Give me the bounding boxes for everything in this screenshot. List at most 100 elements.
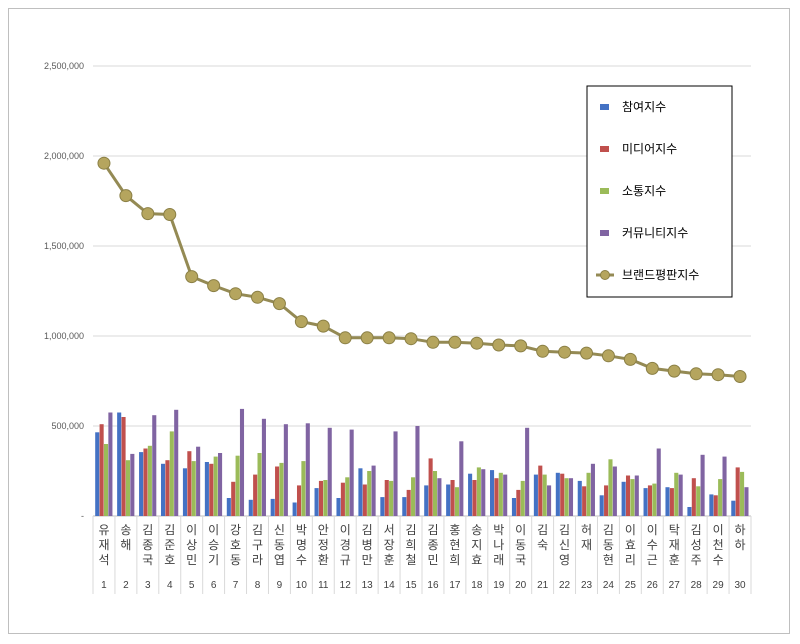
bar	[432, 471, 438, 516]
bar	[231, 481, 236, 516]
bar	[538, 465, 543, 516]
line-point	[316, 319, 330, 333]
bar	[226, 498, 231, 516]
bar	[380, 497, 385, 516]
x-rank-label: 27	[669, 580, 681, 591]
bar	[643, 488, 648, 516]
bar	[99, 424, 104, 516]
bar	[235, 455, 240, 516]
bar	[634, 475, 639, 516]
bar	[498, 472, 503, 516]
bar	[450, 480, 455, 516]
y-tick-label: 1,000,000	[44, 331, 84, 341]
x-rank-label: 23	[581, 580, 593, 591]
bar	[630, 479, 635, 516]
bar	[393, 431, 398, 516]
series-소통지수	[103, 431, 745, 516]
chart-svg: - 500,000 1,000,000 1,500,000 2,000,000 2,500…	[44, 61, 752, 594]
line-point	[667, 364, 681, 378]
line-point	[360, 331, 374, 345]
bar	[108, 412, 113, 516]
bar	[533, 474, 538, 516]
bar	[415, 426, 420, 516]
bar	[296, 485, 302, 516]
line-point	[601, 349, 615, 363]
bar	[564, 478, 569, 516]
bar	[253, 474, 258, 516]
bar	[139, 452, 144, 516]
x-rank-label: 29	[713, 580, 725, 591]
line-point	[492, 338, 506, 352]
line-point	[229, 287, 243, 301]
line-point	[272, 297, 286, 311]
line-point	[733, 370, 747, 383]
bar	[678, 474, 683, 516]
bar	[599, 495, 604, 516]
bar	[239, 408, 245, 516]
bar	[489, 470, 495, 516]
bar	[516, 489, 521, 516]
bar	[371, 465, 376, 516]
bar	[665, 487, 670, 516]
legend-marker	[600, 270, 610, 280]
bar	[547, 485, 552, 516]
x-rank-label: 22	[559, 580, 571, 591]
bar	[318, 480, 323, 516]
bar	[209, 463, 214, 516]
legend-swatch	[600, 104, 609, 110]
gridlines	[92, 65, 752, 594]
bar	[669, 488, 674, 516]
bar	[647, 485, 652, 516]
series-참여지수	[95, 412, 736, 516]
y-axis-ticks: - 500,000 1,000,000 1,500,000 2,000,000 2,500…	[44, 61, 84, 521]
bar	[275, 466, 280, 516]
y-tick-label: 2,000,000	[44, 151, 84, 161]
bar	[362, 484, 367, 516]
bar	[165, 460, 170, 516]
bar	[213, 456, 218, 516]
bar	[428, 458, 433, 516]
x-rank-label: 19	[493, 580, 505, 591]
x-rank-label: 16	[427, 580, 439, 591]
bar	[656, 448, 661, 516]
bar	[261, 418, 266, 516]
bar	[196, 446, 201, 516]
bar	[674, 472, 679, 516]
y-tick-label: -	[81, 511, 84, 521]
bar	[744, 487, 749, 516]
x-rank-label: 12	[340, 580, 352, 591]
y-tick-label: 1,500,000	[44, 241, 84, 251]
line-point	[448, 335, 462, 349]
bar	[384, 480, 389, 516]
bar	[121, 417, 126, 516]
bar	[454, 487, 459, 516]
legend-label: 커뮤니티지수	[622, 226, 688, 240]
x-rank-label: 26	[647, 580, 659, 591]
bar	[182, 468, 188, 516]
bar	[248, 499, 253, 516]
bar	[735, 467, 740, 516]
legend-label: 브랜드평판지수	[622, 268, 699, 282]
bar	[503, 474, 508, 516]
bar	[542, 474, 547, 516]
bar	[520, 480, 525, 516]
bar	[130, 453, 135, 516]
x-rank-label: 8	[255, 580, 261, 591]
x-axis-labels: 유 재 석 1 송 해 2 김 종 국 3 김 준 호 4 이 상 민 5 이 승 기 6 강 호 동 7 김 구 라 8 신 동 엽 9 박 명 수 10…	[98, 523, 746, 591]
bar	[586, 472, 591, 516]
bar	[696, 486, 701, 516]
line-point	[711, 368, 725, 382]
bar	[687, 507, 692, 516]
x-rank-label: 6	[211, 580, 217, 591]
line-point	[470, 336, 484, 350]
bar	[117, 412, 122, 516]
